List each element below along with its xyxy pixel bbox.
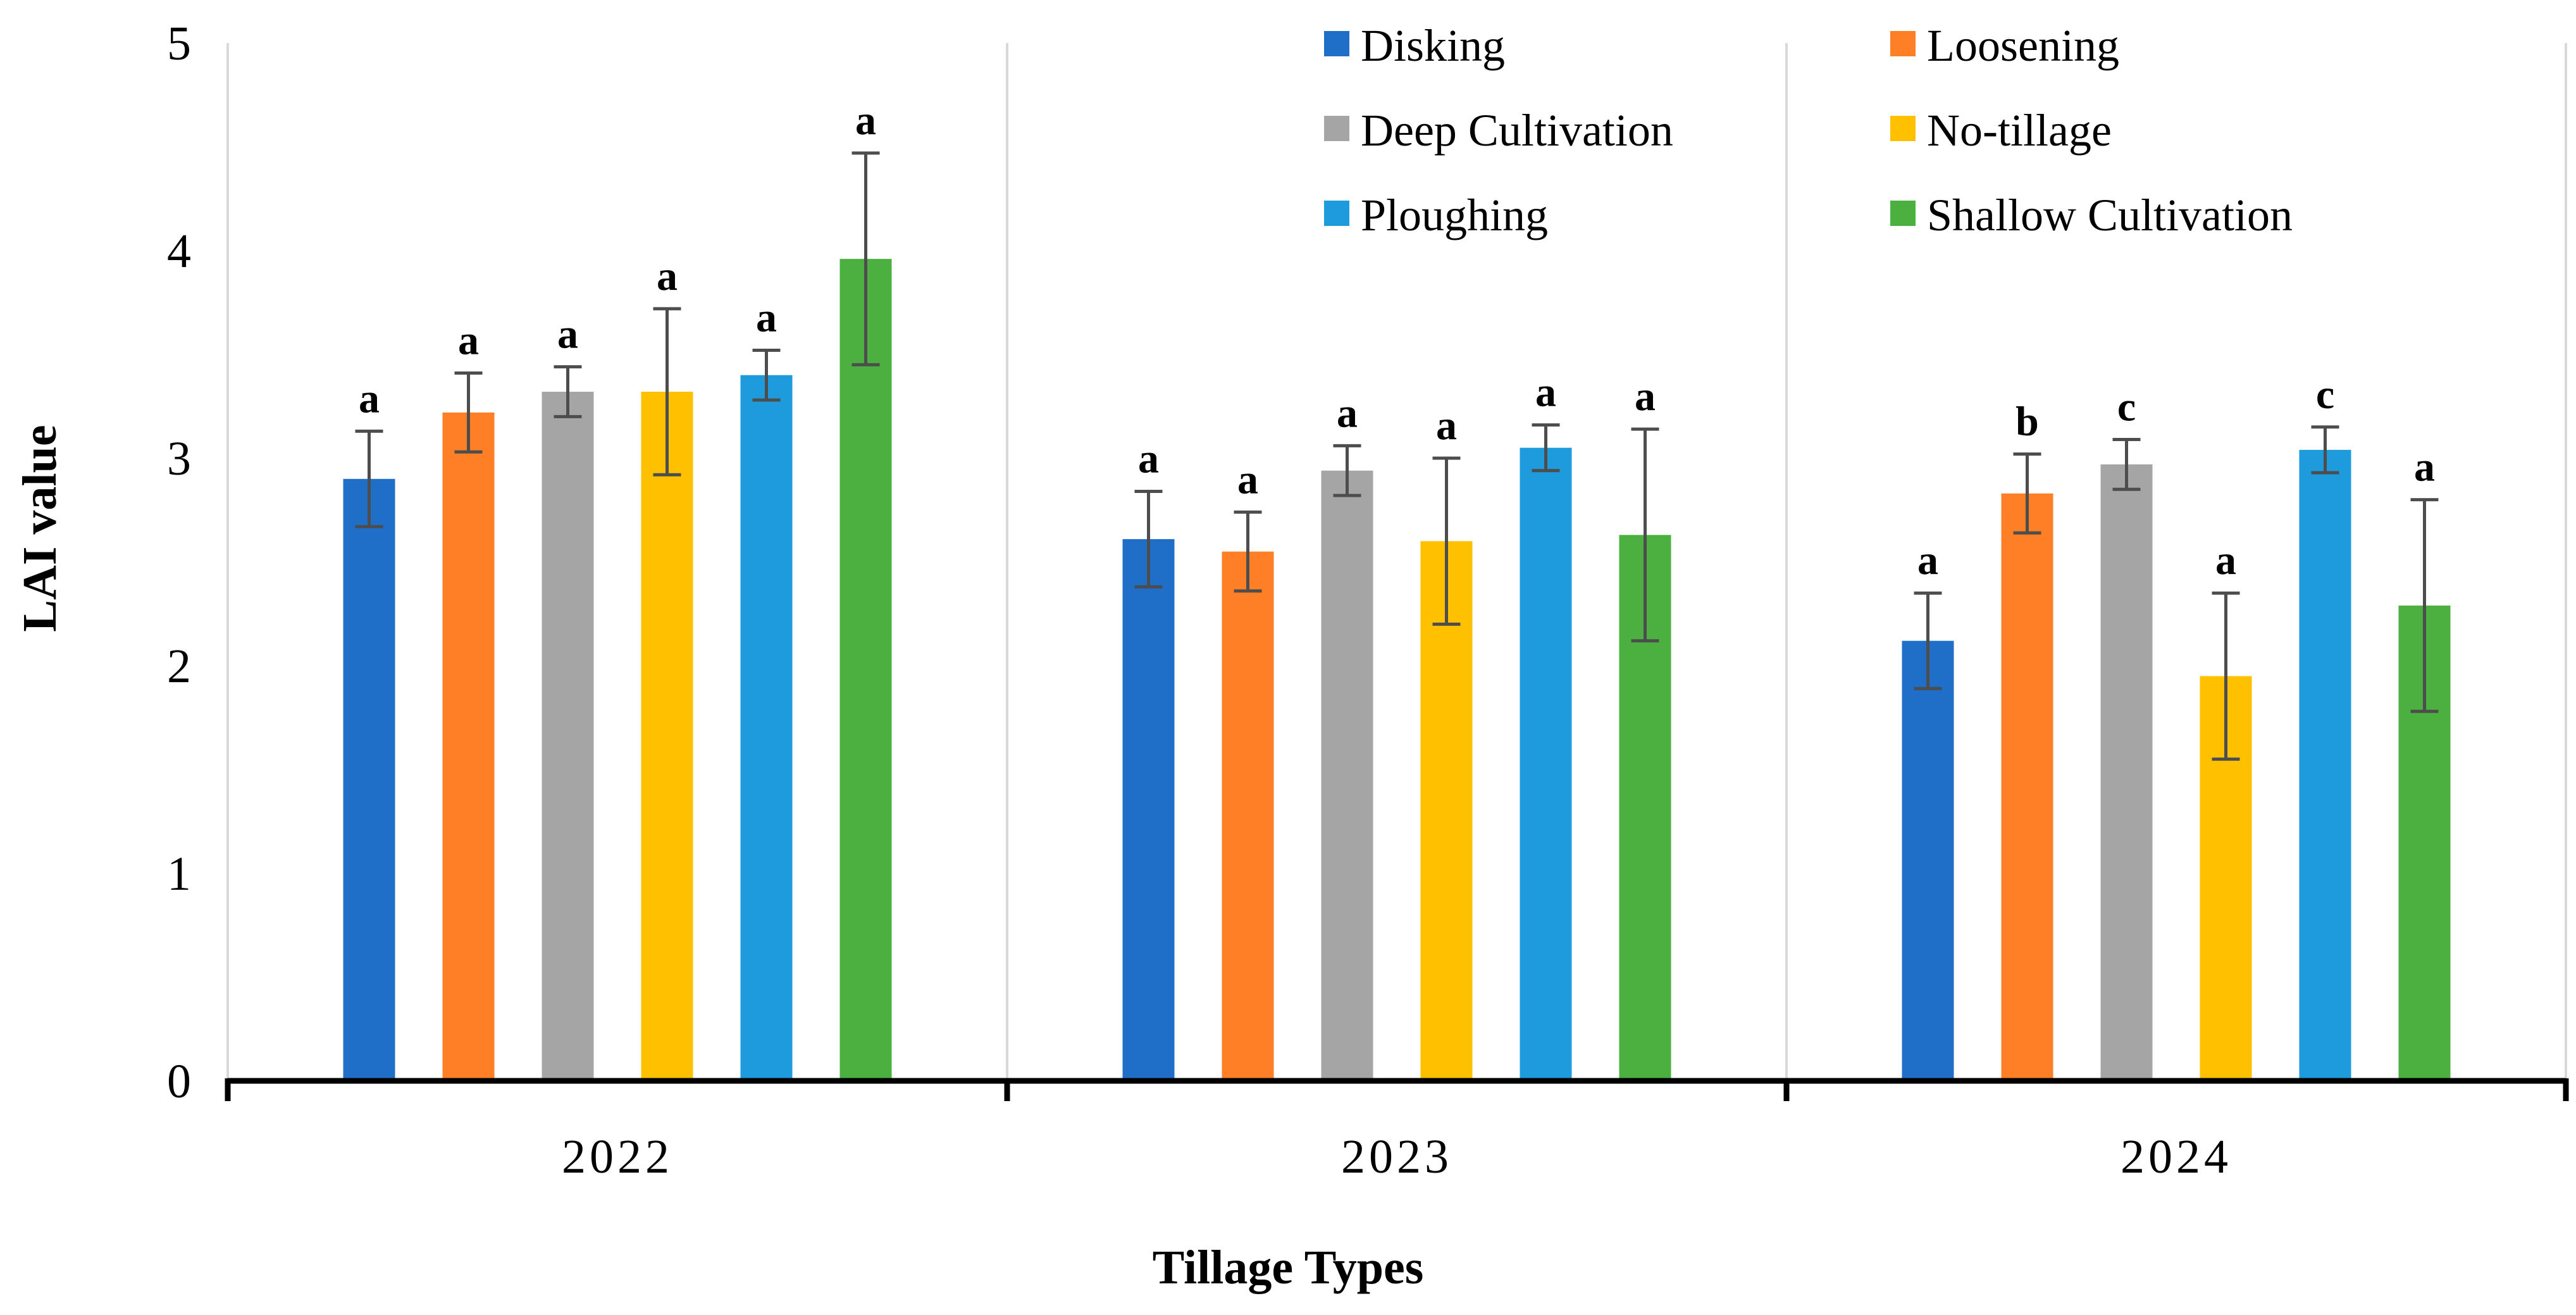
bar <box>1520 447 1572 1081</box>
bar <box>839 259 892 1081</box>
legend-label: Deep Cultivation <box>1361 105 1673 156</box>
y-tick-label: 3 <box>167 432 191 485</box>
bar <box>641 392 693 1081</box>
bar <box>2100 464 2153 1081</box>
significance-letter: a <box>2414 444 2435 490</box>
bar <box>740 375 793 1081</box>
y-axis-ticks: 0 1 2 3 4 5 <box>167 17 191 1108</box>
significance-letter: a <box>657 253 678 299</box>
significance-letter: a <box>1138 435 1159 482</box>
bar <box>2299 449 2351 1081</box>
x-axis-title: Tillage Types <box>1153 1241 1424 1294</box>
legend-swatch <box>1324 116 1349 141</box>
significance-letter: a <box>458 318 479 364</box>
bar <box>442 412 495 1081</box>
y-tick-label: 4 <box>167 225 191 278</box>
significance-letter: a <box>557 311 578 358</box>
bars-layer <box>343 259 2451 1081</box>
significance-letter: a <box>1337 390 1358 436</box>
y-tick-label: 5 <box>167 17 191 70</box>
x-category-label: 2022 <box>562 1130 673 1183</box>
significance-letter: a <box>1635 373 1656 420</box>
legend-label: Disking <box>1361 20 1505 71</box>
significance-letter: a <box>1436 402 1457 449</box>
bar <box>1420 541 1473 1081</box>
axes <box>225 1078 2569 1101</box>
bar <box>1222 551 1274 1081</box>
significance-letter: a <box>2215 537 2236 583</box>
x-axis-category-labels: 2022 2023 2024 <box>562 1130 2232 1183</box>
significance-letter: a <box>756 294 777 340</box>
bar <box>1321 470 1373 1081</box>
significance-letter: c <box>2316 371 2334 418</box>
bar <box>1122 539 1175 1081</box>
legend-label: Shallow Cultivation <box>1927 190 2293 240</box>
x-category-label: 2023 <box>1341 1130 1452 1183</box>
legend-label: Ploughing <box>1361 190 1548 240</box>
legend-label: No-tillage <box>1927 105 2112 156</box>
legend-label: Loosening <box>1927 20 2119 71</box>
bar <box>542 392 594 1081</box>
significance-letter: a <box>359 375 380 421</box>
significance-letter: b <box>2016 398 2039 444</box>
significance-letter: a <box>1535 370 1556 416</box>
legend-swatch <box>1324 201 1349 226</box>
significance-letter: a <box>855 97 876 144</box>
legend: Disking Loosening Deep Cultivation No-tilla… <box>1324 20 2293 240</box>
bar <box>343 478 395 1081</box>
y-tick-label: 2 <box>167 640 191 693</box>
significance-letter: c <box>2117 383 2136 430</box>
y-tick-label: 1 <box>167 847 191 901</box>
y-axis-title: LAI value <box>13 425 66 632</box>
y-tick-label: 0 <box>167 1055 191 1108</box>
significance-letter: a <box>1917 537 1938 583</box>
significance-letters-layer: a a a a a b a a c a a a a a c a a a <box>359 97 2435 583</box>
significance-letter: a <box>1237 456 1258 502</box>
legend-swatch <box>1890 201 1916 226</box>
legend-swatch <box>1324 31 1349 56</box>
legend-swatch <box>1890 31 1916 56</box>
error-bars-layer <box>355 151 2439 761</box>
bar <box>1902 640 1954 1081</box>
x-category-label: 2024 <box>2121 1130 2232 1183</box>
category-separators <box>226 43 2567 1081</box>
bar <box>2001 493 2053 1081</box>
legend-swatch <box>1890 116 1916 141</box>
